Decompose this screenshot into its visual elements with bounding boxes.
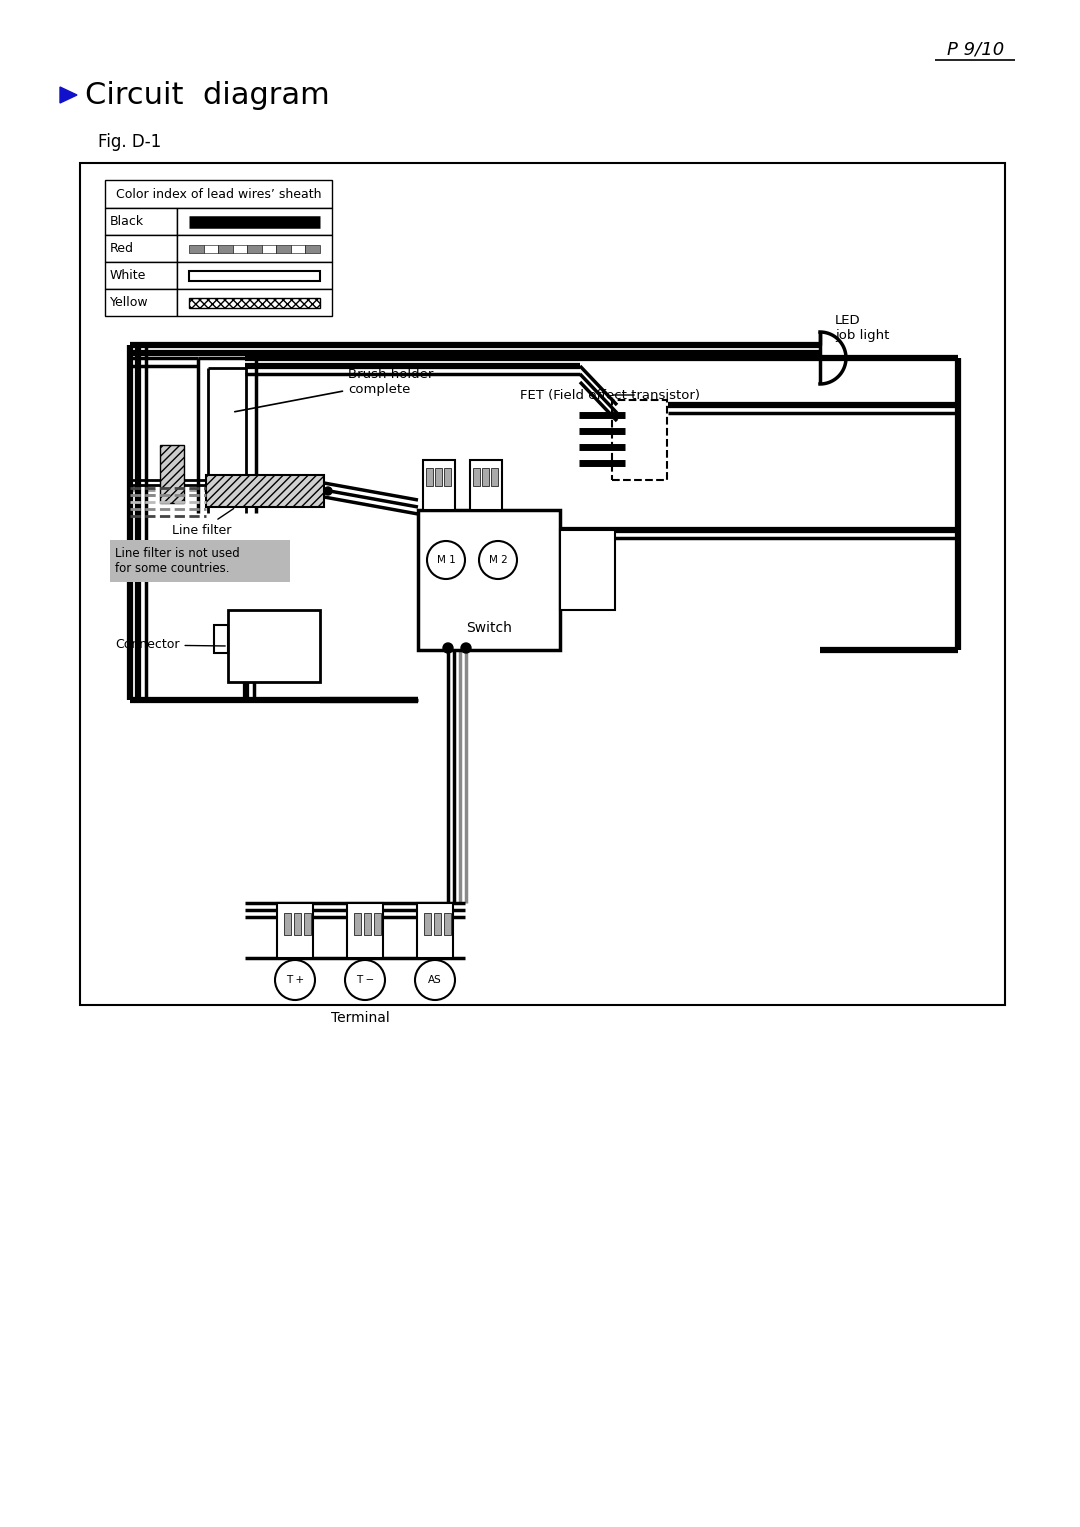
- Text: Switch: Switch: [467, 621, 512, 635]
- Bar: [374, 913, 381, 935]
- Text: P 9/10: P 9/10: [947, 41, 1004, 60]
- Text: Color index of lead wires’ sheath: Color index of lead wires’ sheath: [116, 188, 321, 200]
- Bar: [177, 208, 332, 235]
- Polygon shape: [60, 87, 77, 102]
- Bar: [561, 530, 615, 609]
- Text: M 2: M 2: [488, 554, 508, 565]
- Bar: [232, 244, 247, 252]
- Bar: [423, 460, 455, 510]
- Bar: [105, 208, 177, 235]
- Bar: [418, 510, 561, 651]
- Bar: [426, 467, 433, 486]
- Text: Line filter: Line filter: [172, 508, 233, 536]
- Text: T +: T +: [286, 976, 305, 985]
- Bar: [435, 467, 442, 486]
- Circle shape: [415, 960, 455, 1000]
- Circle shape: [324, 487, 332, 495]
- Circle shape: [443, 643, 453, 654]
- Bar: [294, 913, 301, 935]
- Bar: [261, 244, 276, 252]
- Text: Yellow: Yellow: [110, 296, 149, 308]
- Bar: [354, 913, 361, 935]
- Text: FET (Field effect transistor): FET (Field effect transistor): [519, 388, 700, 402]
- Circle shape: [480, 541, 517, 579]
- Bar: [80, 163, 1005, 1005]
- Bar: [177, 235, 332, 263]
- Bar: [218, 244, 232, 252]
- Circle shape: [275, 960, 315, 1000]
- Bar: [424, 913, 431, 935]
- Bar: [276, 244, 291, 252]
- Bar: [303, 913, 311, 935]
- Text: M 1: M 1: [436, 554, 456, 565]
- Bar: [612, 400, 667, 479]
- Text: Brush holder
complete: Brush holder complete: [234, 368, 433, 412]
- Text: Black: Black: [110, 215, 144, 228]
- Bar: [189, 270, 320, 281]
- Bar: [284, 913, 291, 935]
- Text: Fig. D-1: Fig. D-1: [98, 133, 161, 151]
- Bar: [177, 289, 332, 316]
- Text: White: White: [110, 269, 147, 282]
- Bar: [189, 298, 320, 307]
- Bar: [189, 244, 203, 252]
- Bar: [473, 467, 480, 486]
- Bar: [177, 263, 332, 289]
- Bar: [105, 235, 177, 263]
- Bar: [444, 467, 451, 486]
- Circle shape: [461, 643, 471, 654]
- Bar: [444, 913, 451, 935]
- Bar: [306, 244, 320, 252]
- Bar: [110, 541, 291, 582]
- Bar: [491, 467, 498, 486]
- Bar: [203, 244, 218, 252]
- Bar: [228, 609, 320, 683]
- Bar: [214, 625, 228, 654]
- Bar: [434, 913, 441, 935]
- Bar: [470, 460, 502, 510]
- Text: Line filter is not used
for some countries.: Line filter is not used for some countri…: [114, 547, 240, 576]
- Bar: [417, 902, 453, 957]
- Bar: [105, 180, 332, 208]
- Bar: [276, 902, 313, 957]
- Circle shape: [427, 541, 465, 579]
- Bar: [482, 467, 489, 486]
- Circle shape: [345, 960, 384, 1000]
- Bar: [291, 244, 306, 252]
- Text: Connector: Connector: [114, 638, 226, 652]
- Text: Red: Red: [110, 241, 134, 255]
- Text: Circuit  diagram: Circuit diagram: [85, 81, 329, 110]
- Bar: [160, 444, 184, 502]
- Bar: [247, 244, 261, 252]
- Bar: [105, 289, 177, 316]
- Bar: [364, 913, 372, 935]
- Bar: [105, 263, 177, 289]
- Text: LED
job light: LED job light: [835, 315, 889, 342]
- Bar: [206, 475, 324, 507]
- Text: T −: T −: [356, 976, 374, 985]
- Bar: [347, 902, 383, 957]
- Text: Terminal: Terminal: [330, 1011, 390, 1025]
- Text: AS: AS: [428, 976, 442, 985]
